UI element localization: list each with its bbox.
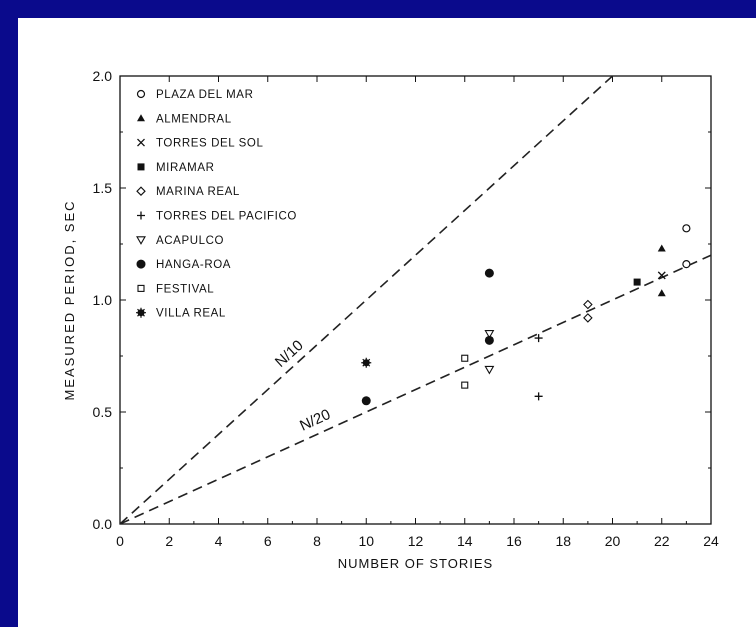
point-torres-del-pacifico	[534, 334, 543, 343]
legend-label-festival: FESTIVAL	[156, 283, 214, 295]
legend: PLAZA DEL MAR ALMENDRAL TORRES DEL SOL MIRA…	[136, 89, 297, 320]
legend-marker-marina-real	[136, 186, 146, 196]
y-tick-label: 2.0	[93, 68, 113, 84]
point-festival	[461, 354, 469, 362]
plot-frame: 0 2 4 6 8 10 12 14 16 18 20 22 240.00.51.01.52.0	[93, 68, 719, 549]
point-hanga-roa	[484, 268, 494, 278]
x-tick-label: 0	[116, 533, 124, 549]
x-tick-label: 6	[264, 533, 272, 549]
legend-marker-torres-del-pacifico	[137, 211, 145, 220]
scatter-chart: 0 2 4 6 8 10 12 14 16 18 20 22 240.00.51.01.52.0 N/1…	[62, 68, 719, 571]
legend-label-plaza-del-mar: PLAZA DEL MAR	[156, 89, 254, 101]
legend-label-miramar: MIRAMAR	[156, 162, 215, 174]
legend-label-hanga-roa: HANGA-ROA	[156, 259, 231, 271]
legend-label-torres-del-sol: TORRES DEL SOL	[156, 138, 263, 150]
legend-marker-almendral	[137, 114, 145, 122]
reference-line-N-20	[120, 254, 711, 524]
legend-marker-festival	[137, 284, 145, 292]
legend-marker-plaza-del-mar	[136, 89, 146, 99]
point-miramar	[633, 278, 641, 286]
x-tick-label: 16	[506, 533, 522, 549]
x-tick-label: 22	[654, 533, 670, 549]
point-villa-real-rays	[361, 357, 372, 368]
y-axis-label: MEASURED PERIOD, SEC	[62, 199, 77, 400]
point-hanga-roa	[361, 396, 371, 406]
legend-marker-acapulco	[136, 236, 146, 245]
slide-area: 0 2 4 6 8 10 12 14 16 18 20 22 24 0.0 0.5 1.0 1.5 2.0 N/1…	[18, 18, 756, 627]
legend-marker-villa-real-rays	[136, 307, 146, 318]
x-tick-label: 10	[358, 533, 374, 549]
x-tick-label: 20	[605, 533, 621, 549]
legend-marker-miramar	[137, 163, 145, 171]
y-tick-label: 1.5	[93, 180, 113, 196]
x-tick-label: 12	[408, 533, 424, 549]
point-almendral	[657, 289, 666, 297]
point-torres-del-pacifico	[534, 392, 543, 401]
point-marina-real	[583, 313, 593, 323]
point-marina-real	[583, 299, 593, 310]
legend-marker-hanga-roa	[136, 259, 146, 269]
point-plaza-del-mar	[682, 260, 691, 269]
legend-label-almendral: ALMENDRAL	[156, 113, 232, 125]
y-tick-label: 0.5	[93, 404, 113, 420]
reference-line-label: N/10	[272, 337, 307, 371]
legend-label-torres-del-pacifico: TORRES DEL PACIFICO	[156, 211, 297, 223]
legend-marker-torres-del-sol	[137, 138, 145, 147]
x-tick-label: 2	[165, 533, 173, 549]
x-tick-label: 8	[313, 533, 321, 549]
x-tick-label: 18	[555, 533, 571, 549]
x-tick-label: 14	[457, 533, 473, 549]
point-torres-del-sol	[657, 271, 666, 280]
x-tick-label: 24	[703, 533, 719, 549]
legend-label-marina-real: MARINA REAL	[156, 186, 240, 198]
data-points	[361, 224, 691, 406]
point-almendral	[657, 244, 666, 252]
point-acapulco	[484, 330, 495, 339]
y-tick-label: 1.0	[93, 292, 113, 308]
legend-label-acapulco: ACAPULCO	[156, 235, 224, 247]
y-tick-label: 0.0	[93, 516, 113, 532]
x-tick-label: 4	[215, 533, 223, 549]
point-festival	[461, 381, 469, 389]
point-hanga-roa	[484, 335, 494, 345]
reference-line-N-10	[120, 76, 614, 524]
x-axis-label: NUMBER OF STORIES	[338, 556, 493, 571]
legend-label-villa-real: VILLA REAL	[156, 308, 226, 320]
point-plaza-del-mar	[682, 224, 691, 233]
point-acapulco	[484, 365, 495, 375]
